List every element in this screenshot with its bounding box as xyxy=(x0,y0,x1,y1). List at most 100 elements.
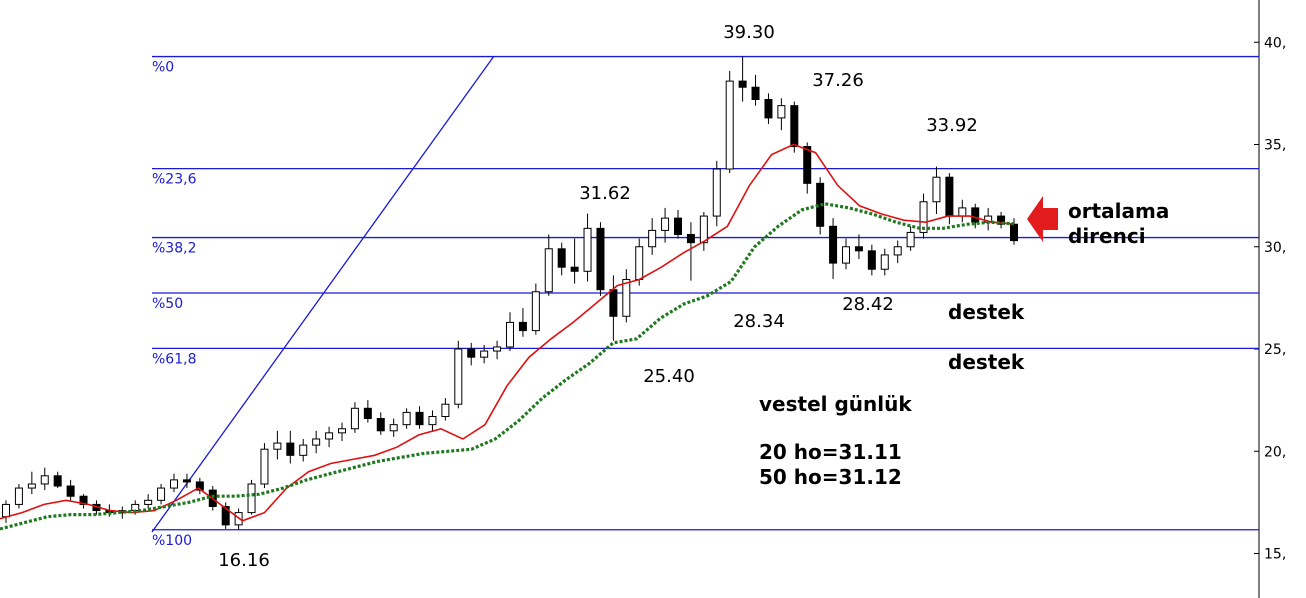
candle-up xyxy=(622,278,631,317)
candle-up xyxy=(932,176,941,203)
ma20-value-note: 20 ho=31.11 xyxy=(759,440,902,464)
candle-down xyxy=(79,495,88,505)
candle-down xyxy=(674,217,682,235)
y-tick-label: 35, xyxy=(1264,138,1286,154)
candle-up xyxy=(273,442,282,450)
candle-down xyxy=(686,233,695,244)
candle-down xyxy=(1010,223,1018,242)
price-annotation: 39.30 xyxy=(723,22,775,43)
ma50-line xyxy=(0,202,1015,531)
y-tick-label: 30, xyxy=(1264,240,1286,256)
candle-up xyxy=(893,246,902,256)
fib-level-label: %100 xyxy=(152,533,192,549)
candle-down xyxy=(66,485,75,497)
fibonacci-levels: %0 %23,6 %38,2 %50 %61,8 %100 xyxy=(152,55,1259,549)
price-annotation: 28.42 xyxy=(842,294,894,315)
ma50-value-note: 50 ho=31.12 xyxy=(759,465,902,489)
candle-down xyxy=(286,442,295,456)
support-note-2: destek xyxy=(948,350,1025,374)
candle-up xyxy=(170,479,178,489)
resistance-note-line2: direnci xyxy=(1068,224,1146,248)
candle-up xyxy=(480,350,489,358)
candle-down xyxy=(790,105,799,148)
candle-down xyxy=(518,321,527,332)
candle-down xyxy=(738,80,747,88)
candle-up xyxy=(712,168,721,217)
chart-title: vestel günlük xyxy=(759,392,912,416)
price-annotation: 25.40 xyxy=(643,366,695,387)
candle-down xyxy=(945,176,954,217)
candle-down xyxy=(376,418,385,432)
candle-up xyxy=(919,201,928,233)
candle-down xyxy=(867,250,876,270)
candle-down xyxy=(570,266,579,272)
candle-up xyxy=(842,246,850,264)
candle-up xyxy=(27,483,36,489)
candle-up xyxy=(699,215,708,244)
candle-down xyxy=(53,475,62,487)
price-annotation: 33.92 xyxy=(926,115,978,136)
candle-up xyxy=(299,444,308,456)
candle-up xyxy=(389,424,398,432)
candle-up xyxy=(906,231,915,248)
candle-up xyxy=(661,217,670,231)
price-annotations: 39.30 37.26 33.92 31.62 28.34 28.42 25.40 16.16 xyxy=(218,22,978,571)
ma20-line xyxy=(0,143,1015,522)
price-annotation: 16.16 xyxy=(218,550,270,571)
y-tick-label: 25, xyxy=(1264,342,1286,358)
candle-up xyxy=(583,227,592,272)
candle-up xyxy=(350,407,359,430)
candle-down xyxy=(997,215,1006,225)
fib-level-label: %38,2 xyxy=(152,241,196,257)
price-annotation: 28.34 xyxy=(733,311,785,332)
resistance-note-line1: ortalama xyxy=(1068,199,1169,223)
candle-down xyxy=(557,248,566,268)
candle-down xyxy=(609,289,618,317)
candle-down xyxy=(221,505,230,526)
candle-down xyxy=(363,407,372,420)
candle-up xyxy=(725,80,734,170)
support-note-1: destek xyxy=(948,300,1025,324)
price-annotation: 37.26 xyxy=(812,70,864,91)
candle-up xyxy=(880,254,889,270)
candle-down xyxy=(803,146,812,184)
candle-up xyxy=(428,415,437,426)
candle-up xyxy=(531,291,540,332)
candle-up xyxy=(14,487,23,505)
candle-up xyxy=(338,428,346,434)
candle-up xyxy=(40,475,49,485)
candlesticks xyxy=(2,56,1018,530)
candle-down xyxy=(829,225,838,264)
candle-up xyxy=(648,229,657,248)
candle-down xyxy=(854,246,863,252)
candle-up xyxy=(247,483,256,514)
resistance-arrow-icon xyxy=(1027,196,1058,242)
candle-up xyxy=(493,346,502,352)
candle-up xyxy=(312,438,321,446)
candle-up xyxy=(506,321,514,348)
fib-level-label: %61,8 xyxy=(152,351,196,367)
candle-up xyxy=(958,207,967,217)
candle-up xyxy=(402,411,411,426)
candle-up xyxy=(260,448,269,485)
price-annotation: 31.62 xyxy=(579,183,631,204)
candle-down xyxy=(415,411,424,426)
fib-level-label: %23,6 xyxy=(152,172,197,188)
fib-level-label: %0 xyxy=(152,60,174,76)
candle-up xyxy=(157,487,166,501)
y-axis-ticks: 40, 35, 30, 25, 20, 15, xyxy=(1254,35,1286,563)
candle-down xyxy=(596,227,605,291)
fibonacci-trend-line xyxy=(151,55,495,533)
candle-down xyxy=(971,207,980,223)
candle-down xyxy=(467,348,476,358)
candle-up xyxy=(544,248,553,293)
candle-down xyxy=(764,99,773,119)
candle-up xyxy=(441,403,450,417)
y-tick-label: 15, xyxy=(1264,547,1286,563)
candle-up xyxy=(144,499,153,505)
y-tick-label: 40, xyxy=(1264,35,1286,51)
y-tick-label: 20, xyxy=(1264,444,1286,460)
candle-up xyxy=(635,246,644,280)
candle-up xyxy=(454,348,463,405)
